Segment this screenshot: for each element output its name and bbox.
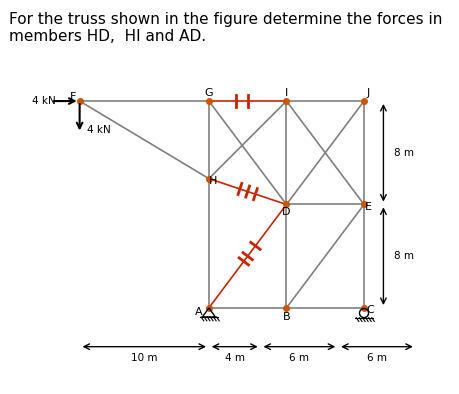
Text: 6 m: 6 m bbox=[289, 353, 309, 363]
Text: I: I bbox=[284, 88, 287, 98]
Text: 4 kN: 4 kN bbox=[87, 125, 111, 134]
Text: 4 m: 4 m bbox=[224, 353, 244, 363]
Text: 8 m: 8 m bbox=[393, 148, 413, 158]
Text: B: B bbox=[282, 312, 290, 322]
Text: 6 m: 6 m bbox=[366, 353, 386, 363]
Text: 10 m: 10 m bbox=[131, 353, 157, 363]
Text: G: G bbox=[204, 88, 213, 98]
Text: D: D bbox=[281, 207, 290, 217]
Text: A: A bbox=[194, 307, 202, 317]
Text: H: H bbox=[208, 176, 217, 186]
Text: 8 m: 8 m bbox=[393, 251, 413, 261]
Text: E: E bbox=[364, 202, 370, 212]
Text: J: J bbox=[365, 88, 369, 98]
Text: For the truss shown in the figure determine the forces in
members HD,  HI and AD: For the truss shown in the figure determ… bbox=[9, 12, 442, 44]
Text: F: F bbox=[70, 92, 76, 102]
Text: C: C bbox=[366, 305, 374, 316]
Text: 4 kN: 4 kN bbox=[32, 96, 55, 106]
